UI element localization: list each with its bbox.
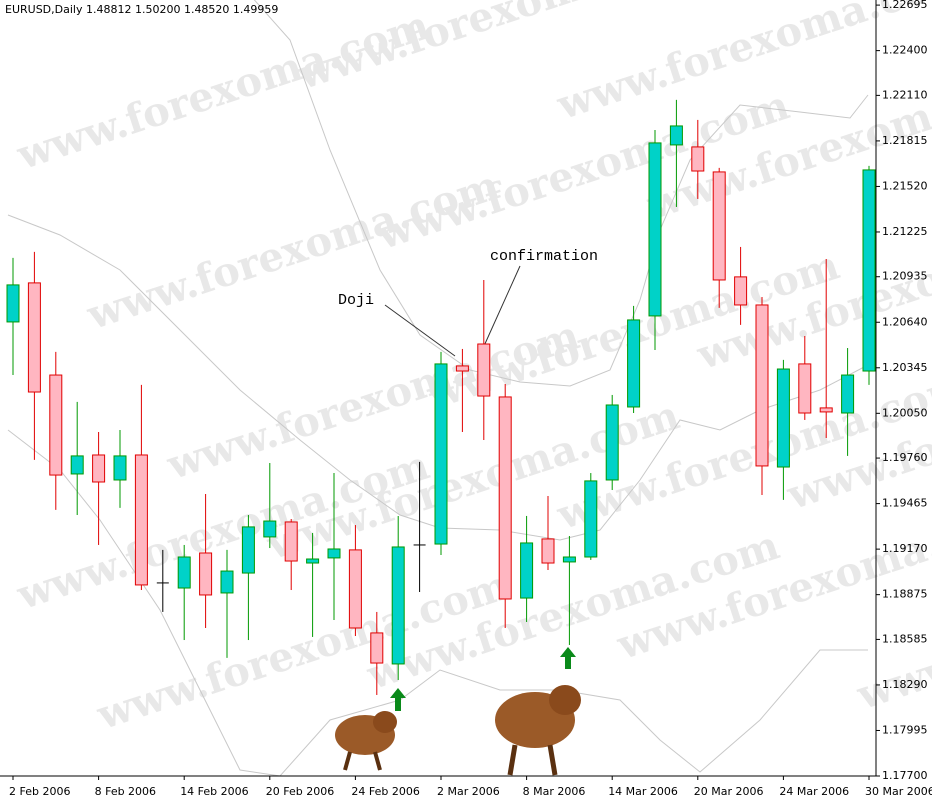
y-tick-label: 1.22695: [882, 0, 928, 11]
x-tick-label: 20 Mar 2006: [694, 785, 764, 798]
annotation: Doji: [338, 292, 374, 309]
candle-body: [114, 456, 126, 480]
y-tick-label: 1.17700: [882, 769, 928, 782]
candle-body: [585, 481, 597, 557]
candle-body: [221, 571, 233, 593]
candle-body: [799, 364, 811, 413]
candle-body: [7, 285, 19, 322]
candle-body: [200, 553, 212, 595]
candle-body: [435, 364, 447, 544]
y-tick-label: 1.19760: [882, 451, 928, 464]
y-tick-label: 1.20345: [882, 361, 928, 374]
candle-body: [628, 320, 640, 407]
x-tick-label: 8 Mar 2006: [523, 785, 586, 798]
chart: www.forexoma.comwww.forexoma.comwww.fore…: [0, 0, 932, 807]
y-tick-label: 1.20640: [882, 315, 928, 328]
candle-body: [264, 521, 276, 537]
candle-body: [28, 283, 40, 392]
y-tick-label: 1.18290: [882, 678, 928, 691]
x-tick-label: 14 Feb 2006: [180, 785, 248, 798]
candle-body: [371, 633, 383, 663]
candle-body: [285, 522, 297, 561]
candle-body: [649, 143, 661, 316]
x-tick-label: 20 Feb 2006: [266, 785, 334, 798]
bull-icon: [335, 711, 397, 770]
x-tick-label: 24 Mar 2006: [779, 785, 849, 798]
annotation: confirmation: [490, 248, 598, 265]
candle-body: [756, 305, 768, 466]
candle-body: [178, 557, 190, 588]
annotation-line: [385, 305, 455, 356]
candle-body: [349, 550, 361, 628]
x-tick-label: 2 Feb 2006: [9, 785, 70, 798]
candle-body: [777, 369, 789, 467]
y-tick-label: 1.22110: [882, 88, 928, 101]
candle-body: [307, 559, 319, 563]
candle-body: [713, 172, 725, 280]
x-tick-label: 8 Feb 2006: [95, 785, 156, 798]
y-tick-label: 1.19465: [882, 497, 928, 510]
x-tick-label: 14 Mar 2006: [608, 785, 678, 798]
bull-icon: [495, 685, 581, 775]
y-tick-label: 1.20935: [882, 270, 928, 283]
y-tick-label: 1.18585: [882, 632, 928, 645]
chart-title: EURUSD,Daily 1.48812 1.50200 1.48520 1.4…: [5, 3, 278, 16]
y-tick-label: 1.20050: [882, 406, 928, 419]
candle-body: [735, 277, 747, 305]
candle-body: [820, 408, 832, 412]
y-tick-label: 1.21520: [882, 179, 928, 192]
candle-body: [692, 147, 704, 171]
y-tick-label: 1.21815: [882, 134, 928, 147]
candle-body: [606, 405, 618, 480]
candle-body: [135, 455, 147, 585]
y-tick-label: 1.22400: [882, 44, 928, 57]
x-tick-label: 24 Feb 2006: [351, 785, 419, 798]
y-tick-label: 1.18875: [882, 588, 928, 601]
y-tick-label: 1.19170: [882, 542, 928, 555]
candle-body: [71, 456, 83, 474]
candle-body: [499, 397, 511, 599]
candle-body: [93, 455, 105, 482]
x-tick-label: 30 Mar 2006: [865, 785, 932, 798]
candle-body: [478, 344, 490, 396]
y-tick-label: 1.17995: [882, 723, 928, 736]
candle-body: [842, 375, 854, 413]
candle-body: [50, 375, 62, 475]
candle-body: [521, 543, 533, 598]
watermark: www.forexoma.com: [81, 162, 505, 340]
x-tick-label: 2 Mar 2006: [437, 785, 500, 798]
candle-body: [542, 539, 554, 563]
candle-body: [456, 366, 468, 371]
candle-body: [563, 557, 575, 562]
arrow-up: [560, 647, 576, 669]
candle-body: [242, 527, 254, 573]
candle-body: [392, 547, 404, 664]
candle-body: [670, 126, 682, 145]
y-tick-label: 1.21225: [882, 225, 928, 238]
candle-body: [328, 549, 340, 558]
candle-body: [863, 170, 875, 371]
